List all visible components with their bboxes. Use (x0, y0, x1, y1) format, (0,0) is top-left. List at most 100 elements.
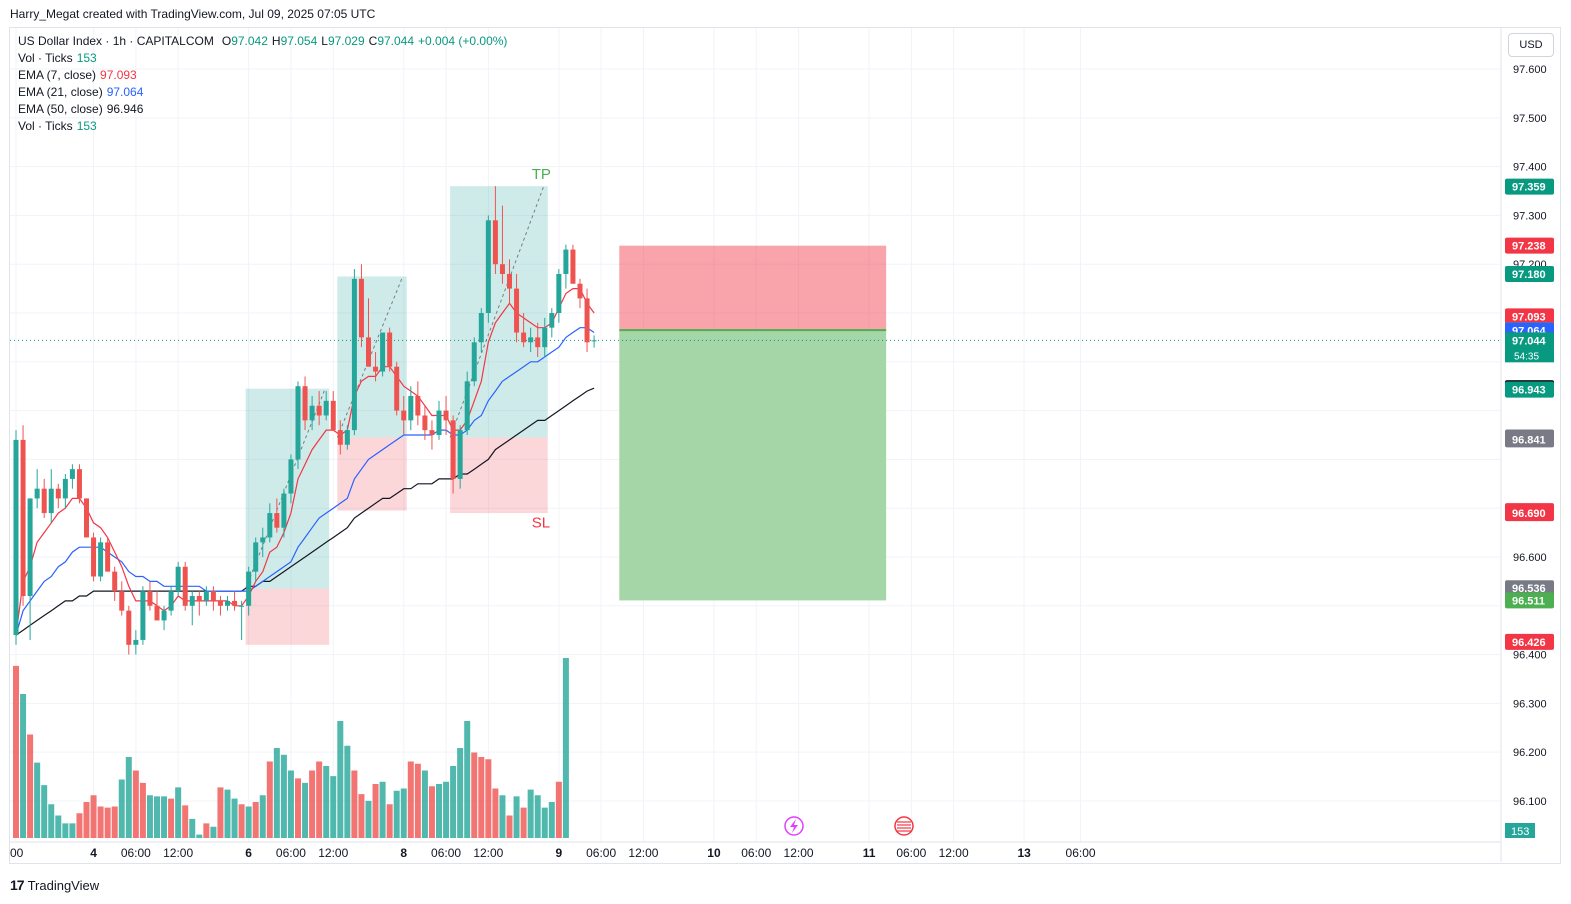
volume-bar (548, 802, 555, 838)
candle (436, 400, 442, 440)
legend-ema7-row[interactable]: EMA (7, close) 97.093 (18, 67, 141, 84)
legend-volume2-label: Vol · Ticks (18, 119, 73, 133)
volume-bar (252, 802, 259, 838)
candle (373, 352, 379, 382)
candle (41, 478, 47, 518)
candle (471, 337, 477, 387)
candle-body (210, 591, 216, 601)
candle-body (27, 498, 33, 597)
volume-bar (492, 788, 499, 838)
volume-bar (259, 795, 266, 838)
candle-body (528, 337, 534, 343)
volume-bar (224, 789, 231, 838)
candle-body (443, 410, 449, 421)
candle (225, 596, 230, 611)
candle-body (147, 591, 153, 606)
volume-bar (146, 795, 153, 838)
candle-body (436, 410, 442, 435)
volume-bar (471, 752, 478, 838)
candle-body (457, 430, 463, 479)
candle-body (48, 488, 54, 514)
candle (69, 464, 75, 489)
candle (570, 244, 576, 284)
volume-bar (351, 770, 358, 838)
candle-body (366, 337, 371, 367)
volume-bar (555, 781, 562, 838)
candle-body (471, 342, 477, 382)
candle-body (161, 610, 167, 621)
tradingview-logo-mark: 17 (10, 877, 25, 893)
volume-bar (175, 787, 182, 838)
candle (429, 420, 435, 450)
legend-ema21-row[interactable]: EMA (21, close) 97.064 (18, 84, 147, 101)
candle (27, 498, 33, 640)
legend-ema50-row[interactable]: EMA (50, close) 96.946 (18, 101, 147, 118)
candle (507, 259, 512, 304)
volume-bar (513, 796, 520, 838)
candle-body (556, 273, 562, 314)
tradingview-logo[interactable]: 17 TradingView (10, 877, 99, 893)
candle-body (373, 366, 379, 372)
volume-bar (196, 834, 203, 838)
candle (542, 317, 548, 357)
candle-body (514, 288, 520, 333)
candle-body (55, 488, 61, 499)
price-label-text: 97.238 (1512, 241, 1546, 253)
price-label-text: 96.536 (1512, 583, 1546, 595)
currency-button[interactable]: USD (1508, 33, 1554, 57)
price-label-box (1505, 332, 1554, 349)
legend-volume-row[interactable]: Vol · Ticks 153 (18, 50, 101, 67)
candle (140, 586, 146, 645)
time-axis-label: 9 (556, 846, 563, 860)
volume-bar (245, 806, 252, 838)
lightning-glyph (790, 819, 798, 833)
candle (422, 405, 428, 440)
countdown-text: 54:35 (1514, 351, 1539, 362)
candle-body (485, 220, 491, 314)
legend-symbol[interactable]: US Dollar Index · 1h · CAPITALCOM (18, 34, 214, 48)
candle (274, 498, 280, 533)
volume-bar (344, 745, 351, 838)
candle-body (281, 493, 287, 528)
legend-volume2-row[interactable]: Vol · Ticks 153 (18, 118, 101, 135)
price-label-box (1505, 580, 1554, 597)
candle (464, 371, 470, 435)
legend-ema50-label: EMA (50, close) (18, 102, 103, 116)
candle (253, 537, 259, 582)
candle-body (429, 430, 435, 435)
price-label-box (1505, 592, 1554, 609)
volume-bar (407, 761, 414, 838)
candle (295, 381, 301, 470)
volume-bar (506, 815, 513, 838)
volume-bar (154, 796, 160, 838)
price-label-box (1505, 178, 1554, 195)
volume-bar (302, 782, 309, 838)
candle-body (91, 537, 97, 577)
time-axis: 00 4 06:00 12:00 6 06:00 12:00 8 06:00 12:00 9 06:0… (10, 841, 1501, 860)
candle (528, 327, 534, 353)
ema21-line (15, 327, 595, 636)
volume-bar (330, 776, 337, 838)
candle (499, 205, 505, 284)
candle (309, 395, 315, 431)
price-axis-label: 96.600 (1513, 552, 1547, 564)
us-flag-icon[interactable] (894, 816, 914, 836)
candle-body (260, 537, 266, 543)
candle-body (387, 332, 393, 367)
volume-bar (139, 782, 146, 838)
legend-open: 97.042 (231, 34, 268, 48)
candle (98, 537, 104, 582)
candle-body (182, 566, 188, 606)
candle (84, 498, 89, 538)
candle-body (401, 410, 407, 421)
candle-body (309, 405, 315, 421)
candle-body (478, 313, 484, 343)
volume-bar (365, 800, 372, 838)
candle (112, 566, 118, 601)
price-label-box (1505, 265, 1554, 282)
time-axis-label: 10 (707, 846, 721, 860)
time-axis-label: 11 (863, 846, 876, 860)
legend-h-label: H (271, 34, 281, 48)
candle-body (69, 469, 75, 479)
